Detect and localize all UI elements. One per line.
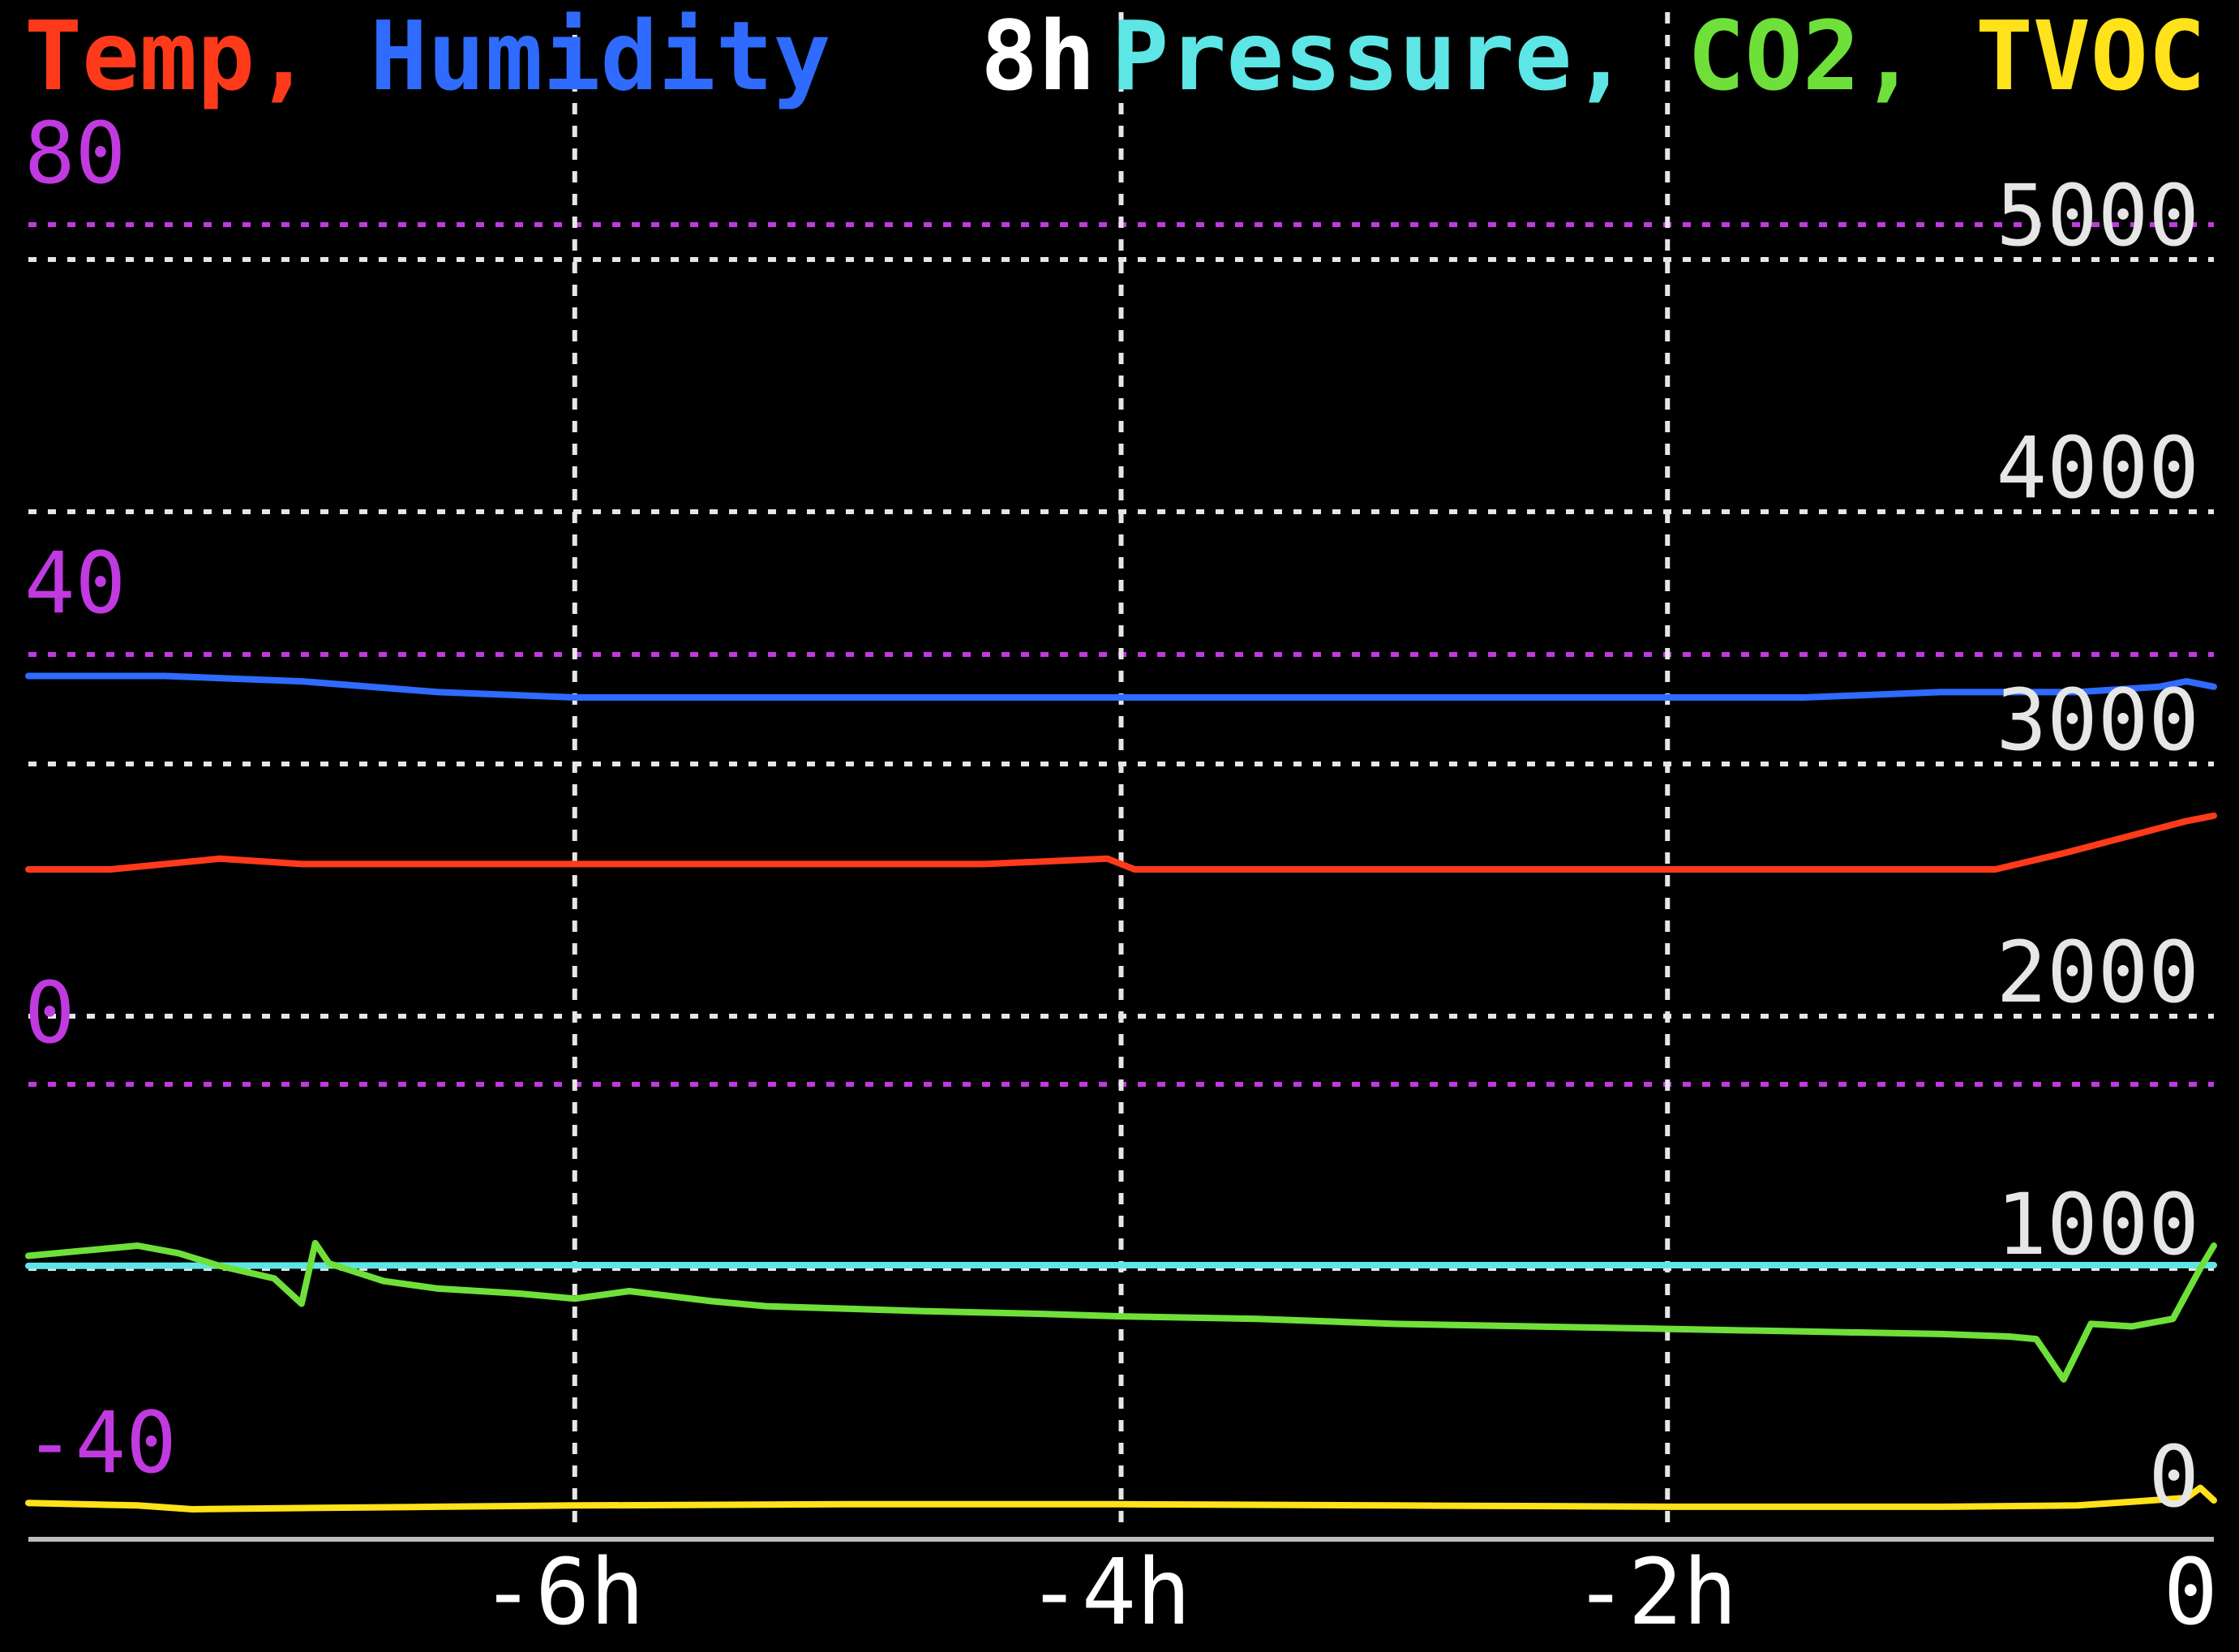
legend-right: Pressure, CO2, TVOC xyxy=(1111,0,2206,112)
series-tvoc-line xyxy=(25,1484,2217,1513)
left-tick-label--40: -40 xyxy=(24,1393,177,1492)
axis-label-layer: 80 40 0 -40 xyxy=(24,104,177,1492)
legend-pressure: Pressure, xyxy=(1111,0,1687,112)
series-layer xyxy=(25,672,2217,1513)
series-pressure-line xyxy=(25,1262,2217,1269)
series-co2-line xyxy=(25,1239,2217,1383)
right-tick-label-3000: 3000 xyxy=(1997,671,2199,770)
series-humidity-line xyxy=(25,672,2217,701)
legend-humidity: Humidity xyxy=(370,0,830,112)
x-tick-label--4: -4h xyxy=(1027,1540,1190,1646)
legend-tvoc: TVOC xyxy=(1975,0,2206,112)
right-tick-label-4000: 4000 xyxy=(1997,418,2199,517)
left-tick-label-40: 40 xyxy=(24,534,126,633)
x-tick-label-0: 0 xyxy=(2164,1540,2218,1646)
legend-co2: CO2, xyxy=(1688,0,1975,112)
chart-header: Temp, Humidity 8h Pressure, CO2, TVOC xyxy=(24,0,2206,112)
legend-temp: Temp, xyxy=(24,0,370,112)
x-tick-label--2: -2h xyxy=(1573,1540,1737,1646)
right-tick-label-1000: 1000 xyxy=(1997,1175,2199,1274)
right-tick-label-5000: 5000 xyxy=(1997,166,2199,265)
tick-label-layer: 5000 4000 3000 2000 1000 0 -6h -4h -2h 0 xyxy=(481,166,2218,1646)
time-range-label: 8h xyxy=(980,0,1096,112)
right-tick-label-0: 0 xyxy=(2148,1427,2199,1526)
legend-left: Temp, Humidity xyxy=(24,0,831,112)
right-tick-label-2000: 2000 xyxy=(1997,923,2199,1022)
left-tick-label-0: 0 xyxy=(24,963,75,1062)
left-tick-label-80: 80 xyxy=(24,104,126,203)
series-temp-line xyxy=(25,812,2217,873)
x-tick-label--6: -6h xyxy=(481,1540,645,1646)
